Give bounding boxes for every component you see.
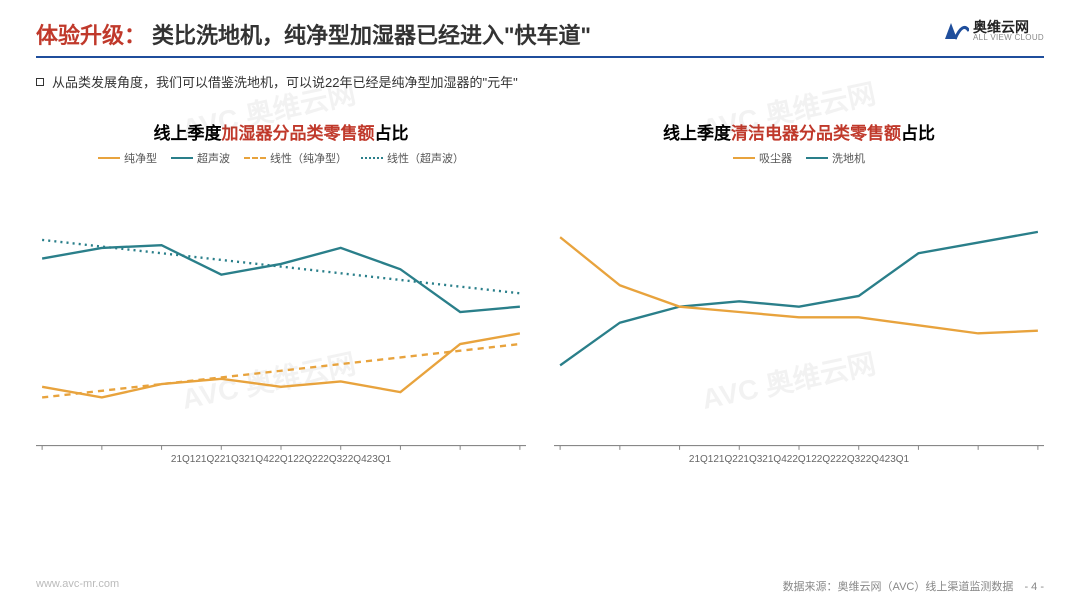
- chart-right-plot: [554, 172, 1044, 452]
- charts-row: 线上季度加湿器分品类零售额占比 纯净型超声波线性（纯净型） 线性（超声波） 21Q…: [36, 119, 1044, 465]
- x-tick-label: 22Q1: [787, 454, 811, 465]
- x-tick-label: 23Q1: [367, 454, 391, 465]
- chart-right: 线上季度清洁电器分品类零售额占比 吸尘器洗地机 21Q121Q221Q321Q4…: [554, 119, 1044, 465]
- x-tick-label: 21Q3: [220, 454, 244, 465]
- chart-right-xlabels: 21Q121Q221Q321Q422Q122Q222Q322Q423Q1: [683, 452, 915, 465]
- legend-item: 线性（超声波）: [361, 150, 464, 166]
- footer-site: www.avc-mr.com: [36, 578, 119, 594]
- x-tick-label: 22Q4: [342, 454, 366, 465]
- x-tick-label: 21Q4: [244, 454, 268, 465]
- legend-item: 线性（纯净型）: [244, 150, 347, 166]
- chart-left-title: 线上季度加湿器分品类零售额占比: [154, 119, 409, 144]
- legend-item: 超声波: [171, 150, 230, 166]
- footer: www.avc-mr.com 数据来源：奥维云网（AVC）线上渠道监测数据 - …: [36, 578, 1044, 594]
- x-tick-label: 21Q4: [762, 454, 786, 465]
- chart-right-title: 线上季度清洁电器分品类零售额占比: [663, 119, 935, 144]
- series-line: [560, 232, 1038, 366]
- slide: AVC 奥维云网 AVC 奥维云网 AVC 奥维云网 AVC 奥维云网 体验升级…: [0, 0, 1080, 608]
- series-line: [42, 344, 520, 397]
- avc-logo-icon: [939, 19, 969, 43]
- header: 体验升级： 类比洗地机，纯净型加湿器已经进入"快车道" 奥维云网 ALL VIE…: [36, 18, 1044, 58]
- title-prefix: 体验升级：: [36, 18, 146, 50]
- title-rest: 类比洗地机，纯净型加湿器已经进入"快车道": [152, 18, 591, 50]
- x-tick-label: 22Q2: [293, 454, 317, 465]
- x-tick-label: 22Q1: [269, 454, 293, 465]
- footer-source: 数据来源：奥维云网（AVC）线上渠道监测数据 - 4 -: [783, 578, 1044, 594]
- subtitle-row: 从品类发展角度，我们可以借鉴洗地机，可以说22年已经是纯净型加湿器的"元年": [36, 72, 1044, 91]
- series-line: [42, 245, 520, 312]
- x-tick-label: 21Q3: [738, 454, 762, 465]
- legend-item: 纯净型: [98, 150, 157, 166]
- legend-item: 吸尘器: [733, 150, 792, 166]
- chart-right-legend: 吸尘器洗地机: [733, 150, 865, 166]
- x-tick-label: 23Q1: [885, 454, 909, 465]
- chart-left-xlabels: 21Q121Q221Q321Q422Q122Q222Q322Q423Q1: [165, 452, 397, 465]
- chart-left-legend: 纯净型超声波线性（纯净型） 线性（超声波）: [98, 150, 464, 166]
- logo-en: ALL VIEW CLOUD: [973, 34, 1044, 42]
- x-tick-label: 21Q2: [195, 454, 219, 465]
- legend-item: 洗地机: [806, 150, 865, 166]
- x-tick-label: 21Q2: [713, 454, 737, 465]
- x-tick-label: 22Q3: [318, 454, 342, 465]
- subtitle-text: 从品类发展角度，我们可以借鉴洗地机，可以说22年已经是纯净型加湿器的"元年": [52, 72, 518, 91]
- page-number: - 4 -: [1024, 581, 1044, 593]
- chart-left: 线上季度加湿器分品类零售额占比 纯净型超声波线性（纯净型） 线性（超声波） 21Q…: [36, 119, 526, 465]
- x-tick-label: 21Q1: [689, 454, 713, 465]
- series-line: [42, 333, 520, 397]
- logo-cn: 奥维云网: [973, 20, 1044, 34]
- chart-left-plot: [36, 172, 526, 452]
- x-tick-label: 22Q3: [836, 454, 860, 465]
- brand-logo: 奥维云网 ALL VIEW CLOUD: [939, 19, 1044, 43]
- x-tick-label: 21Q1: [171, 454, 195, 465]
- x-tick-label: 22Q2: [811, 454, 835, 465]
- page-title: 体验升级： 类比洗地机，纯净型加湿器已经进入"快车道": [36, 18, 591, 50]
- bullet-icon: [36, 78, 44, 86]
- x-tick-label: 22Q4: [860, 454, 884, 465]
